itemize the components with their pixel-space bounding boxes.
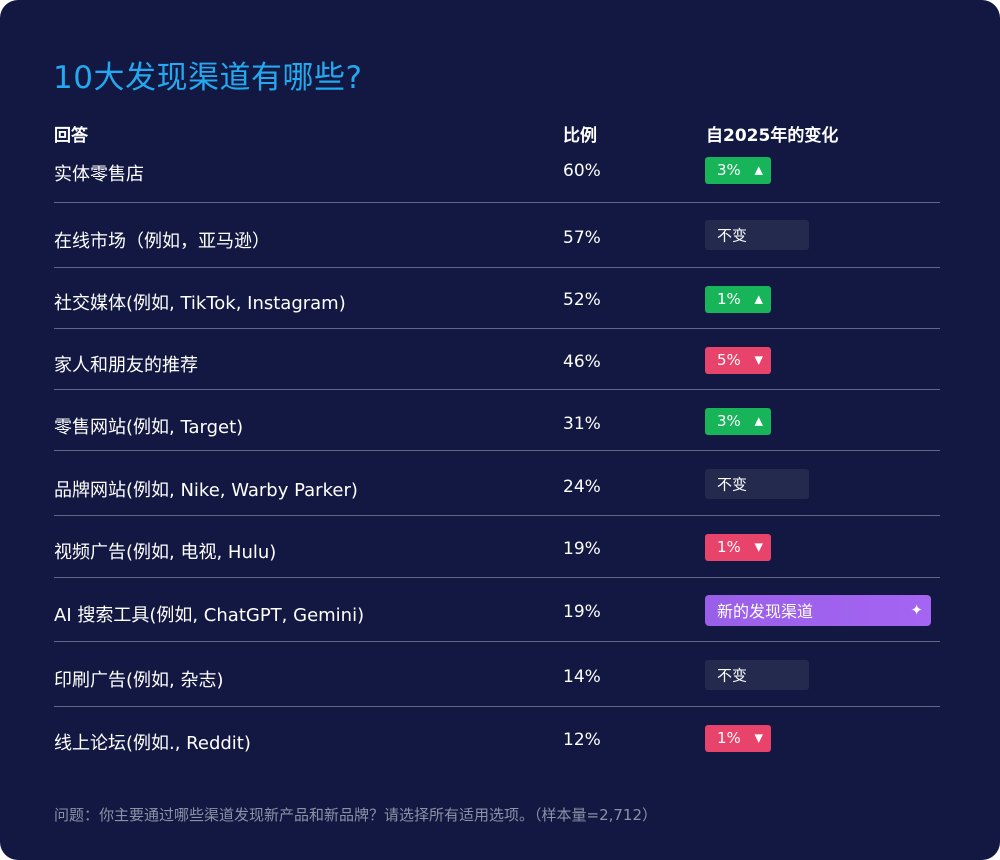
change-label: 1% <box>717 290 741 308</box>
change-label: 5% <box>717 351 741 369</box>
change-label: 1% <box>717 729 741 747</box>
change-label: 新的发现渠道 <box>717 602 814 621</box>
sparkle-icon: ✦ <box>910 601 923 619</box>
row-percent: 14% <box>563 667 601 687</box>
change-label: 不变 <box>717 475 748 494</box>
change-label: 1% <box>717 538 741 556</box>
change-badge-flat: 不变 <box>705 469 809 499</box>
row-label: 零售网站(例如, Target) <box>54 417 244 438</box>
row-label: 线上论坛(例如., Reddit) <box>54 733 251 754</box>
row-divider <box>54 267 940 268</box>
row-percent: 52% <box>563 290 601 310</box>
row-divider <box>54 641 940 642</box>
row-divider <box>54 577 940 578</box>
row-percent: 31% <box>563 414 601 434</box>
change-badge-flat: 不变 <box>705 660 809 690</box>
change-badge-up: 1% ▲ <box>705 285 771 313</box>
change-label: 不变 <box>717 226 748 245</box>
row-percent: 57% <box>563 228 601 248</box>
change-badge-up: 3% ▲ <box>705 407 771 435</box>
row-divider <box>54 450 940 451</box>
change-label: 3% <box>717 412 741 430</box>
row-percent: 12% <box>563 730 601 750</box>
change-badge-new: 新的发现渠道 ✦ <box>705 594 931 626</box>
row-label: 实体零售店 <box>54 164 144 185</box>
row-label: AI 搜索工具(例如, ChatGPT, Gemini) <box>54 605 365 626</box>
column-header-percent: 比例 <box>563 126 597 146</box>
row-percent: 46% <box>563 352 601 372</box>
row-label: 印刷广告(例如, 杂志) <box>54 670 224 691</box>
footnote: 问题：你主要通过哪些渠道发现新产品和新品牌？请选择所有适用选项。（样本量=2,7… <box>54 806 658 824</box>
row-divider <box>54 706 940 707</box>
change-label: 不变 <box>717 666 748 685</box>
row-label: 家人和朋友的推荐 <box>54 355 198 376</box>
column-header-change: 自2025年的变化 <box>706 126 839 146</box>
row-percent: 60% <box>563 161 601 181</box>
change-badge-down: 1% ▼ <box>705 533 771 561</box>
change-badge-up: 3% ▲ <box>705 156 771 184</box>
change-label: 3% <box>717 161 741 179</box>
chart-title: 10大发现渠道有哪些? <box>53 60 363 96</box>
row-label: 社交媒体(例如, TikTok, Instagram) <box>54 293 346 314</box>
triangle-down-icon: ▼ <box>754 353 763 367</box>
change-badge-down: 1% ▼ <box>705 724 771 752</box>
row-percent: 19% <box>563 539 601 559</box>
triangle-up-icon: ▲ <box>754 163 763 177</box>
triangle-down-icon: ▼ <box>754 540 763 554</box>
change-badge-flat: 不变 <box>705 220 809 250</box>
row-label: 品牌网站(例如, Nike, Warby Parker) <box>54 480 358 501</box>
row-divider <box>54 202 940 203</box>
triangle-up-icon: ▲ <box>754 414 763 428</box>
change-badge-down: 5% ▼ <box>705 346 771 374</box>
row-divider <box>54 328 940 329</box>
column-header-answer: 回答 <box>54 126 88 146</box>
row-label: 在线市场（例如，亚马逊） <box>54 231 270 252</box>
row-percent: 19% <box>563 602 601 622</box>
row-divider <box>54 515 940 516</box>
triangle-up-icon: ▲ <box>754 292 763 306</box>
triangle-down-icon: ▼ <box>754 731 763 745</box>
row-label: 视频广告(例如, 电视, Hulu) <box>54 542 277 563</box>
row-percent: 24% <box>563 477 601 497</box>
row-divider <box>54 389 940 390</box>
